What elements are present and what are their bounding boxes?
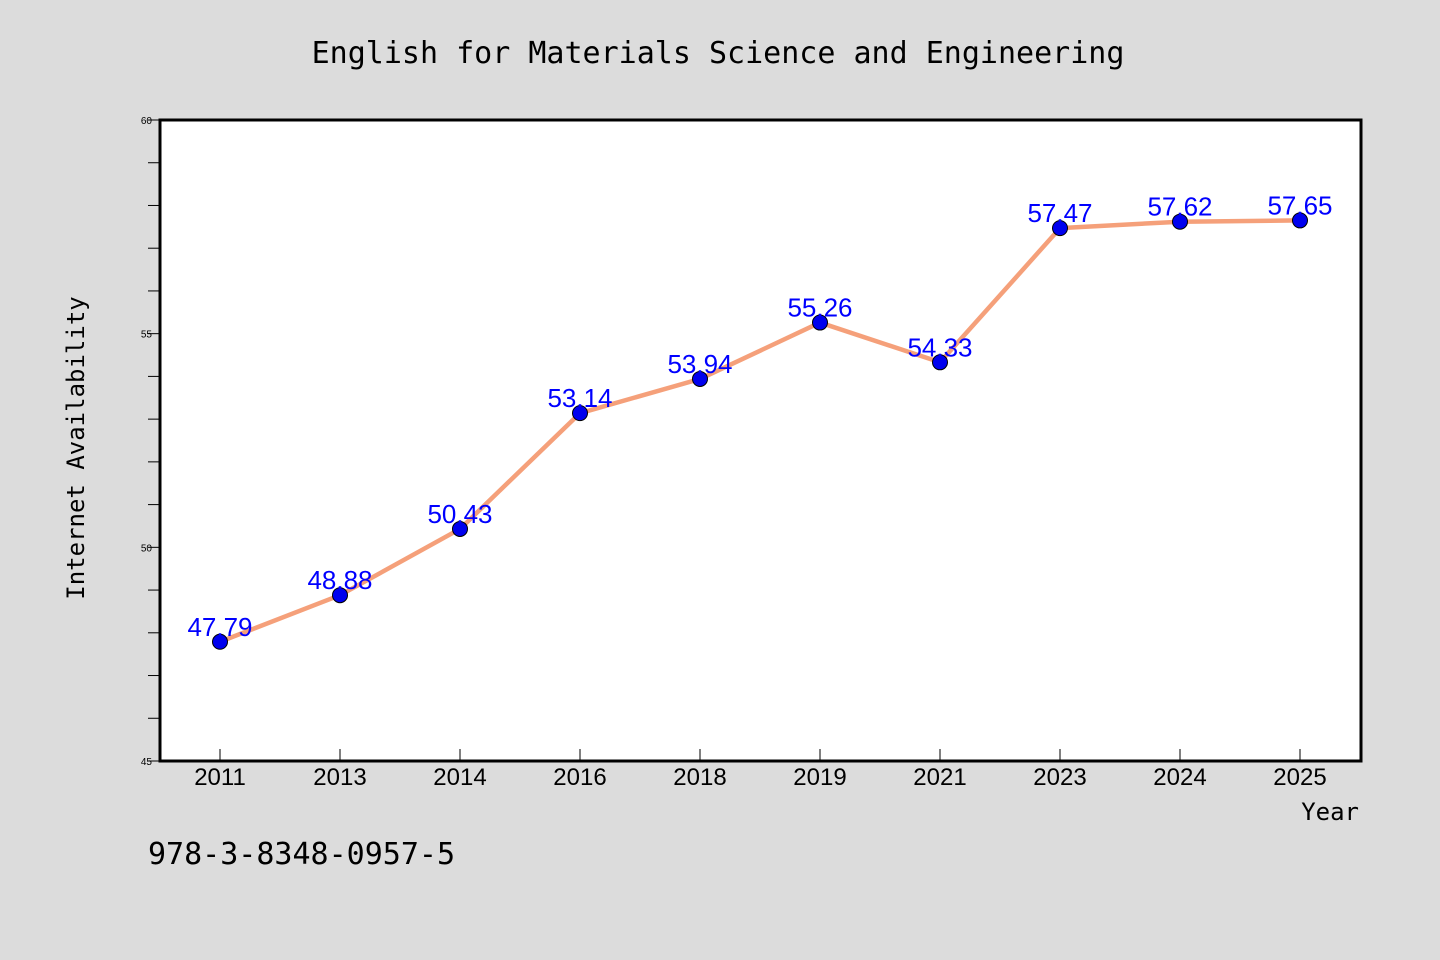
- y-tick-label: 45: [141, 757, 153, 768]
- y-tick-label: 60: [141, 116, 153, 127]
- isbn-text: 978-3-8348-0957-5: [148, 837, 455, 872]
- data-label: 57.47: [1027, 198, 1092, 228]
- data-point: [452, 520, 468, 537]
- y-axis-ticks: 45 50 55 60: [141, 116, 160, 768]
- data-point: [1172, 213, 1188, 230]
- x-tick-label: 2025: [1273, 764, 1326, 791]
- x-tick-label: 2019: [793, 764, 846, 791]
- data-label: 53.14: [547, 383, 612, 413]
- x-tick-label: 2014: [433, 764, 486, 791]
- data-label: 53.94: [667, 349, 732, 379]
- y-axis-label: Internet Availability: [62, 296, 90, 599]
- series-layer: [212, 212, 1308, 650]
- data-point: [812, 314, 828, 331]
- y-tick-label: 50: [141, 543, 153, 554]
- x-tick-label: 2021: [913, 764, 966, 791]
- x-tick-label: 2024: [1153, 764, 1206, 791]
- data-label: 47.79: [187, 612, 252, 642]
- y-tick-label: 55: [141, 330, 153, 341]
- data-point: [332, 587, 348, 604]
- data-label: 54.33: [907, 332, 972, 362]
- x-axis-label: Year: [1301, 798, 1359, 826]
- data-label-layer: 47.79 48.88 50.43 53.14 53.94 55.26 54.33 57.47…: [187, 190, 1332, 641]
- data-label: 50.43: [427, 499, 492, 529]
- chart-title: English for Materials Science and Engine…: [312, 36, 1125, 71]
- data-point: [1052, 220, 1068, 237]
- x-tick-label: 2013: [313, 764, 366, 791]
- plot-area: [160, 120, 1361, 761]
- x-tick-label: 2023: [1033, 764, 1086, 791]
- data-point: [1292, 212, 1308, 229]
- plot-frame: [158, 118, 1363, 763]
- data-label: 48.88: [307, 565, 372, 595]
- data-point: [572, 405, 588, 422]
- x-tick-label: 2018: [673, 764, 726, 791]
- data-point: [932, 354, 948, 371]
- data-label: 57.62: [1147, 192, 1212, 222]
- data-label: 55.26: [787, 293, 852, 323]
- x-tick-label: 2016: [553, 764, 606, 791]
- data-label: 57.65: [1267, 190, 1332, 220]
- x-tick-label: 2011: [194, 764, 246, 791]
- x-axis-ticks: 2011 2013 2014 2016 2018 2019 2021 2023 2024 2025: [194, 749, 1327, 791]
- data-point: [692, 370, 708, 387]
- data-point: [212, 633, 228, 650]
- series-line: [217, 218, 1303, 645]
